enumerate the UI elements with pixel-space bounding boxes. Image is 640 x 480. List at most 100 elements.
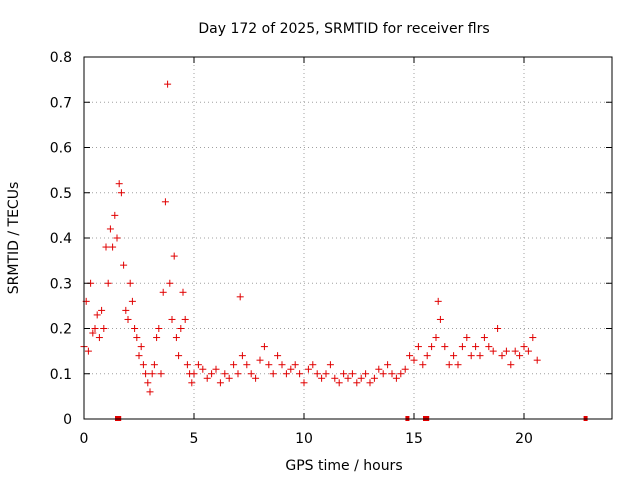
data-point (164, 80, 172, 88)
data-point (480, 334, 488, 342)
data-point (146, 388, 154, 396)
data-point (516, 352, 524, 360)
data-point (428, 343, 436, 351)
data-point (168, 315, 176, 323)
data-point (384, 361, 392, 369)
data-point (128, 297, 136, 305)
data-point (287, 365, 295, 373)
data-point (494, 325, 502, 332)
y-axis-ticks: 0 0.1 0.2 0.3 0.4 0.5 0.6 0.7 0.8 (50, 50, 612, 428)
data-point (414, 343, 422, 351)
data-point (137, 343, 145, 351)
data-point (472, 343, 480, 351)
data-point (157, 370, 165, 378)
x-tick-label: 15 (405, 431, 423, 447)
data-point (291, 361, 299, 369)
data-point (91, 325, 99, 332)
data-point (170, 252, 178, 260)
data-point (194, 361, 202, 369)
data-point (388, 370, 396, 378)
data-point (102, 243, 110, 251)
data-point (100, 325, 108, 332)
data-point (89, 329, 97, 337)
data-point (216, 379, 224, 387)
data-point (441, 343, 449, 351)
data-point (313, 370, 321, 378)
data-point (274, 352, 282, 360)
data-points (80, 80, 541, 396)
data-point (131, 325, 139, 332)
data-point (423, 352, 431, 360)
data-point (432, 334, 440, 342)
data-point (155, 325, 163, 332)
data-point (95, 334, 103, 342)
data-point (454, 361, 462, 369)
data-point (434, 297, 442, 305)
grid-lines (84, 57, 612, 419)
data-point (159, 288, 167, 296)
data-point (256, 356, 264, 364)
data-point (344, 374, 352, 382)
data-point (467, 352, 475, 360)
data-point (304, 365, 312, 373)
data-point (485, 343, 493, 351)
y-tick-label: 0.8 (50, 50, 72, 66)
data-point (179, 288, 187, 296)
data-point (150, 361, 158, 369)
y-tick-label: 0 (63, 412, 72, 428)
data-point (463, 334, 471, 342)
data-point (93, 311, 101, 319)
data-point (348, 370, 356, 378)
y-tick-label: 0.2 (50, 322, 72, 338)
data-point (458, 343, 466, 351)
data-point (340, 370, 348, 378)
data-point (278, 361, 286, 369)
data-point (188, 379, 196, 387)
data-point (370, 374, 378, 382)
data-point (353, 379, 361, 387)
data-point (113, 234, 121, 242)
data-point (104, 279, 112, 287)
data-point (124, 315, 132, 323)
data-point (406, 352, 414, 360)
data-point (84, 347, 92, 355)
data-point (511, 347, 519, 355)
data-point (153, 334, 161, 342)
data-point (265, 361, 273, 369)
data-point (392, 374, 400, 382)
data-point (133, 334, 141, 342)
data-point (172, 334, 180, 342)
data-point (379, 370, 387, 378)
data-point (322, 370, 330, 378)
data-point (117, 189, 125, 197)
chart-title: Day 172 of 2025, SRMTID for receiver flr… (198, 21, 489, 37)
data-point (507, 361, 515, 369)
data-point (247, 370, 255, 378)
data-point (109, 243, 117, 251)
data-point (243, 361, 251, 369)
data-point (181, 315, 189, 323)
data-point (161, 198, 169, 206)
data-point (335, 379, 343, 387)
y-tick-label: 0.5 (50, 186, 72, 202)
data-point (177, 325, 185, 332)
data-point (221, 370, 229, 378)
data-point (225, 374, 233, 382)
y-tick-label: 0.4 (50, 231, 72, 247)
data-point (144, 379, 152, 387)
y-axis-label: SRMTID / TECUs (6, 182, 22, 295)
x-tick-label: 5 (190, 431, 199, 447)
data-point (238, 352, 246, 360)
data-point (208, 370, 216, 378)
data-point (183, 361, 191, 369)
y-tick-label: 0.6 (50, 141, 72, 157)
data-point (450, 352, 458, 360)
data-point (175, 352, 183, 360)
data-point (252, 374, 260, 382)
data-point (309, 361, 317, 369)
data-point (397, 370, 405, 378)
data-point (120, 261, 128, 269)
y-tick-label: 0.3 (50, 276, 72, 292)
data-point (190, 370, 198, 378)
